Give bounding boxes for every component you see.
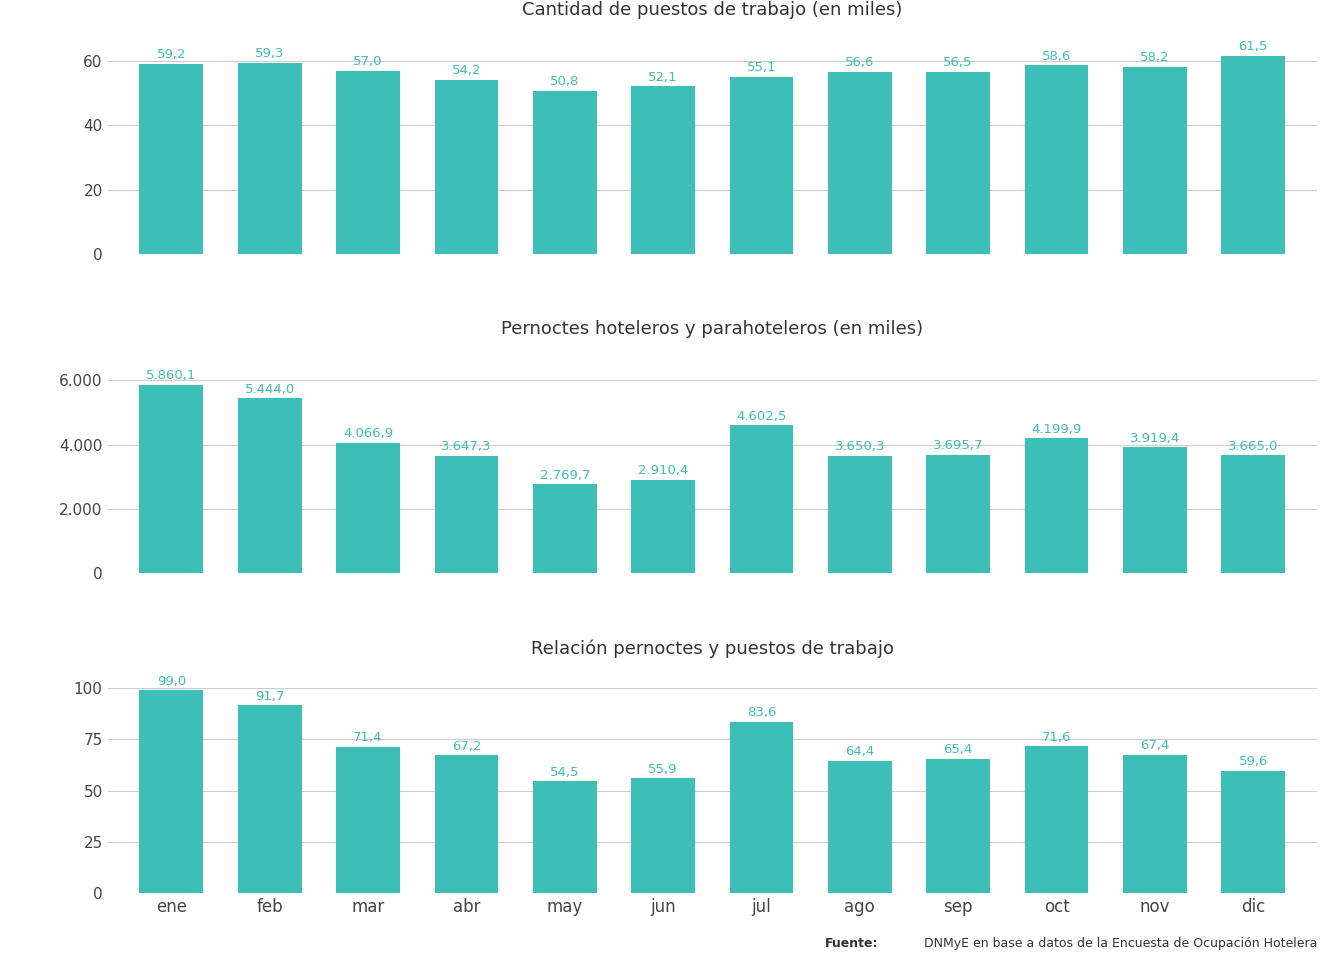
Bar [926, 759, 991, 893]
Bar [828, 456, 892, 573]
Text: 5.860,1: 5.860,1 [146, 370, 196, 382]
Text: 58,2: 58,2 [1140, 51, 1169, 64]
Text: 58,6: 58,6 [1042, 50, 1071, 62]
Title: Pernoctes hoteleros y parahoteleros (en miles): Pernoctes hoteleros y parahoteleros (en … [501, 321, 923, 339]
Bar [828, 761, 892, 893]
Text: 55,9: 55,9 [648, 763, 677, 776]
Bar [632, 480, 695, 573]
Text: 2.769,7: 2.769,7 [539, 468, 590, 482]
Bar [730, 77, 793, 253]
Text: 3.650,3: 3.650,3 [835, 441, 886, 453]
Bar [1222, 56, 1285, 253]
Text: Fuente:: Fuente: [825, 937, 879, 950]
Bar [140, 385, 203, 573]
Bar [434, 456, 499, 573]
Text: 3.919,4: 3.919,4 [1130, 432, 1180, 444]
Text: 59,6: 59,6 [1239, 756, 1267, 768]
Bar [238, 706, 302, 893]
Bar [1222, 455, 1285, 573]
Bar [632, 86, 695, 253]
Bar [1222, 771, 1285, 893]
Text: 61,5: 61,5 [1238, 40, 1267, 54]
Text: 56,6: 56,6 [845, 57, 875, 69]
Text: 50,8: 50,8 [550, 75, 579, 87]
Text: 55,1: 55,1 [747, 61, 777, 74]
Text: 57,0: 57,0 [353, 55, 383, 68]
Text: 56,5: 56,5 [943, 57, 973, 69]
Bar [1024, 65, 1089, 253]
Bar [730, 722, 793, 893]
Text: 54,5: 54,5 [550, 766, 579, 779]
Bar [336, 71, 401, 253]
Text: 59,3: 59,3 [255, 47, 285, 60]
Title: Cantidad de puestos de trabajo (en miles): Cantidad de puestos de trabajo (en miles… [521, 1, 903, 19]
Text: 67,4: 67,4 [1140, 739, 1169, 753]
Bar [926, 454, 991, 573]
Text: 2.910,4: 2.910,4 [638, 464, 688, 477]
Bar [1024, 746, 1089, 893]
Text: 59,2: 59,2 [157, 48, 187, 60]
Bar [336, 747, 401, 893]
Text: 4.066,9: 4.066,9 [343, 427, 394, 440]
Text: 71,4: 71,4 [353, 732, 383, 744]
Bar [532, 484, 597, 573]
Text: 64,4: 64,4 [845, 745, 875, 758]
Text: DNMyE en base a datos de la Encuesta de Ocupación Hotelera: DNMyE en base a datos de la Encuesta de … [919, 937, 1317, 950]
Text: 65,4: 65,4 [943, 743, 973, 756]
Bar [532, 90, 597, 253]
Bar [1122, 67, 1187, 253]
Bar [926, 72, 991, 253]
Bar [632, 779, 695, 893]
Text: 3.647,3: 3.647,3 [441, 441, 492, 453]
Bar [828, 72, 892, 253]
Text: 3.695,7: 3.695,7 [933, 439, 984, 452]
Text: 67,2: 67,2 [452, 739, 481, 753]
Bar [1122, 755, 1187, 893]
Text: 91,7: 91,7 [255, 689, 285, 703]
Text: 4.199,9: 4.199,9 [1031, 422, 1082, 436]
Text: 52,1: 52,1 [648, 71, 677, 84]
Bar [238, 398, 302, 573]
Text: 71,6: 71,6 [1042, 731, 1071, 744]
Bar [1122, 447, 1187, 573]
Text: 99,0: 99,0 [157, 675, 185, 687]
Bar [434, 756, 499, 893]
Bar [140, 690, 203, 893]
Text: 83,6: 83,6 [747, 707, 777, 719]
Bar [434, 80, 499, 253]
Text: 5.444,0: 5.444,0 [245, 383, 294, 396]
Bar [140, 63, 203, 253]
Title: Relación pernoctes y puestos de trabajo: Relación pernoctes y puestos de trabajo [531, 639, 894, 658]
Bar [336, 443, 401, 573]
Bar [532, 781, 597, 893]
Text: 3.665,0: 3.665,0 [1228, 440, 1278, 453]
Text: 4.602,5: 4.602,5 [737, 410, 786, 422]
Bar [238, 63, 302, 253]
Bar [730, 425, 793, 573]
Bar [1024, 439, 1089, 573]
Text: 54,2: 54,2 [452, 64, 481, 77]
